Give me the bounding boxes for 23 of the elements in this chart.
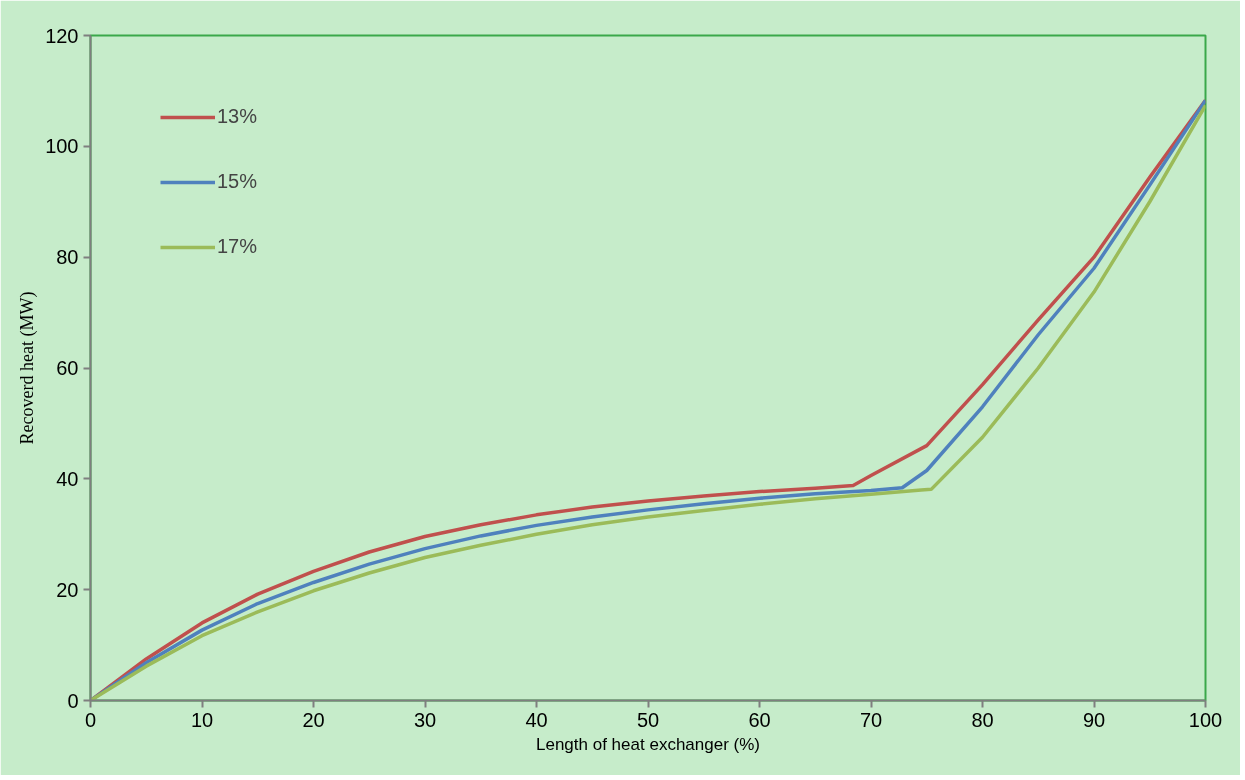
x-tick-label: 60 xyxy=(748,708,771,731)
y-tick-label: 40 xyxy=(56,467,79,490)
y-axis-title: Recoverd heat (MW) xyxy=(17,291,39,445)
y-tick-label: 60 xyxy=(56,357,79,379)
y-tick-label: 0 xyxy=(67,689,79,712)
x-tick-label: 70 xyxy=(859,708,883,731)
x-tick-label: 30 xyxy=(413,708,437,731)
x-axis-title: Length of heat exchanger (%) xyxy=(536,734,760,754)
x-tick-label: 100 xyxy=(1188,708,1223,731)
x-tick-label: 90 xyxy=(1082,708,1106,731)
x-tick-label: 40 xyxy=(525,708,548,731)
legend-label: 17% xyxy=(217,235,258,258)
y-tick-label: 100 xyxy=(45,135,79,158)
legend-label: 15% xyxy=(217,170,258,193)
x-tick-label: 0 xyxy=(84,708,97,731)
y-tick-label: 80 xyxy=(56,246,79,269)
x-tick-label: 80 xyxy=(971,708,994,731)
x-tick-label: 10 xyxy=(190,708,214,731)
y-tick-label: 120 xyxy=(45,24,79,47)
x-tick-label: 20 xyxy=(302,708,325,731)
y-tick-label: 20 xyxy=(56,578,79,601)
x-tick-label: 50 xyxy=(636,708,660,731)
legend-label: 13% xyxy=(217,105,258,128)
